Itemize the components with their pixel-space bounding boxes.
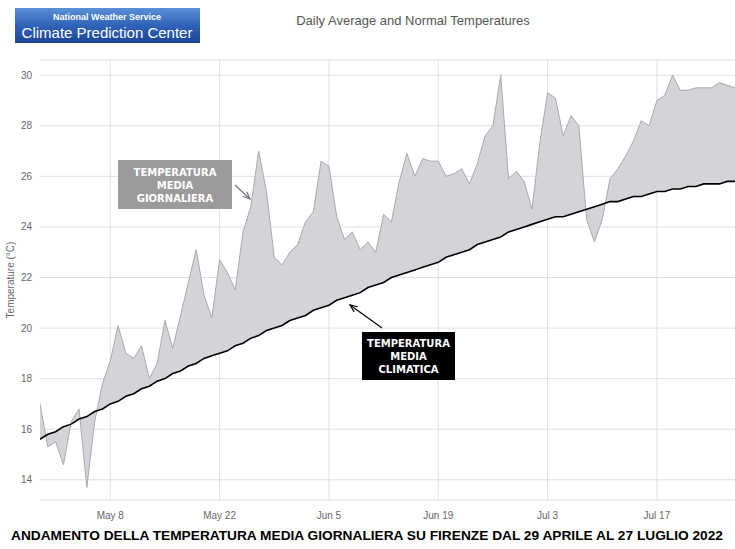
y-grid-line (40, 479, 735, 480)
plot-data (40, 75, 735, 487)
area-fill (40, 75, 735, 487)
x-tick-label: May 22 (203, 510, 236, 521)
y-axis-label: Temperature (°C) (5, 242, 16, 319)
label-line: CLIMATICA (379, 364, 439, 375)
daily-line (40, 75, 735, 487)
label-arrowhead (350, 305, 358, 312)
series-label: TEMPERATURA MEDIA CLIMATICA (367, 338, 450, 375)
x-tick-label: Jul 17 (644, 510, 671, 521)
y-tick-label: 26 (21, 171, 33, 182)
chart: National Weather Service Climate Predicti… (0, 0, 735, 549)
label-arrowhead (242, 192, 250, 199)
y-tick-label: 30 (21, 70, 33, 81)
y-tick-label: 18 (21, 373, 33, 384)
series-label: TEMPERATURA MEDIA GIORNALIERA (134, 167, 217, 204)
label-line: TEMPERATURA (134, 167, 217, 178)
y-tick-label: 20 (21, 323, 33, 334)
label-arrow (235, 185, 250, 199)
y-tick-label: 28 (21, 120, 33, 131)
background (0, 0, 735, 549)
logo-center: Climate Prediction Center (22, 24, 193, 41)
x-tick-label: Jul 3 (537, 510, 559, 521)
x-grid-line (438, 60, 439, 500)
y-grid-line (40, 125, 735, 126)
plot-top-line (40, 60, 735, 61)
label-line: MEDIA (390, 351, 427, 362)
y-tick-label: 16 (21, 424, 33, 435)
x-tick-label: May 8 (97, 510, 125, 521)
y-grid-line (40, 75, 735, 76)
x-axis-line (40, 500, 735, 501)
label-line: GIORNALIERA (137, 193, 214, 204)
label-line: MEDIA (157, 180, 194, 191)
y-grid-line (40, 429, 735, 430)
y-tick-label: 14 (21, 474, 33, 485)
label-box (362, 332, 455, 380)
x-grid-line (110, 60, 111, 500)
y-tick-label: 22 (21, 272, 33, 283)
caption: ANDAMENTO DELLA TEMPERATURA MEDIA GIORNA… (11, 528, 723, 543)
label-box (118, 160, 232, 209)
grid (40, 60, 735, 500)
y-grid-line (40, 328, 735, 329)
normal-line (40, 181, 735, 439)
x-tick-label: Jun 5 (317, 510, 342, 521)
logo-box (15, 8, 200, 43)
y-tick-label: 24 (21, 221, 33, 232)
logo-agency: National Weather Service (53, 12, 161, 22)
label-line: TEMPERATURA (367, 338, 450, 349)
label-arrow (350, 305, 382, 328)
title: Daily Average and Normal Temperatures (296, 13, 530, 28)
x-tick-label: Jun 19 (423, 510, 453, 521)
